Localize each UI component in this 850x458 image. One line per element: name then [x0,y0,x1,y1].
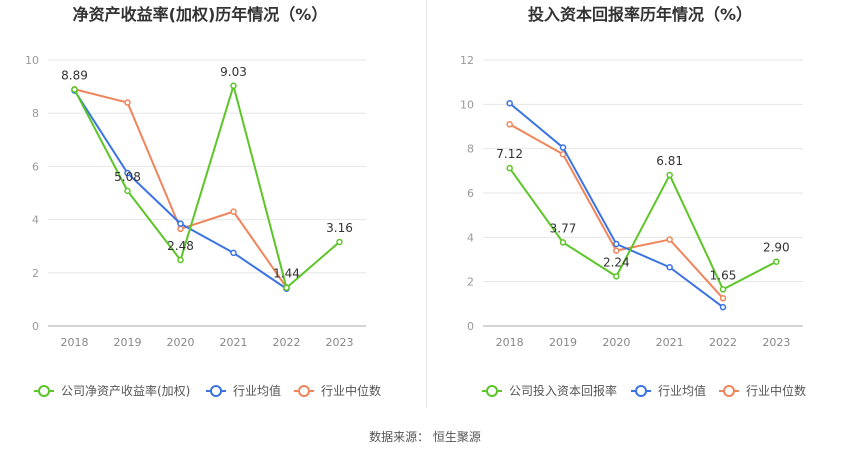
y-tick-label: 10 [25,54,39,67]
legend-label: 行业中位数 [321,383,381,398]
y-tick-label: 2 [467,276,474,289]
data-label: 2.24 [603,255,630,269]
x-tick-label: 2022 [273,336,301,349]
x-tick-label: 2018 [496,336,524,349]
data-point-median [506,121,513,128]
data-point-company [666,171,673,179]
data-label: 2.90 [763,241,790,255]
data-point-company [613,273,620,280]
legend-swatch-marker [210,385,222,397]
chart-title: 净资产收益率(加权)历年情况（%） [73,5,328,24]
data-point-median [719,295,727,302]
data-point-median [177,225,184,233]
legend-label: 公司投入资本回报率 [509,383,617,398]
data-point-avg [613,240,620,248]
data-label: 1.65 [710,268,737,282]
data-point-median [666,236,673,243]
data-point-avg [559,144,567,151]
legend-swatch-marker [723,385,735,397]
data-label: 9.03 [220,65,247,79]
legend-swatch-marker [38,385,50,397]
data-point-avg [506,99,513,107]
y-tick-label: 4 [32,214,39,227]
x-tick-label: 2019 [114,336,142,349]
data-point-avg [124,169,131,177]
data-label: 5.08 [114,170,141,184]
legend-label: 行业均值 [233,383,281,398]
data-point-company [230,82,237,90]
legend-swatch-marker [298,385,310,397]
data-point-avg [666,264,673,271]
data-point-avg [230,249,237,257]
data-point-company [336,238,343,246]
series-line-company [73,84,341,289]
data-label: 6.81 [656,154,683,168]
legend-swatch-marker [486,385,498,397]
y-tick-label: 2 [32,267,39,280]
legend-label: 行业中位数 [746,383,806,398]
y-tick-label: 8 [32,107,39,120]
data-label: 8.89 [61,69,88,83]
x-tick-label: 2019 [549,336,577,349]
data-point-median [613,247,620,254]
y-tick-label: 0 [32,320,39,333]
x-tick-label: 2021 [656,336,684,349]
legend-label: 公司净资产收益率(加权) [61,383,190,398]
chart-title: 投入资本回报率历年情况（%） [528,5,752,24]
x-tick-label: 2021 [220,336,248,349]
data-point-company [559,239,567,246]
data-point-company [773,258,780,265]
data-point-company [124,187,131,195]
data-point-avg [719,303,727,311]
data-label: 7.12 [496,147,523,161]
x-tick-label: 2023 [762,336,790,349]
y-tick-label: 10 [460,98,474,111]
data-point-company [71,86,78,93]
y-tick-label: 0 [467,320,474,333]
data-label: 2.48 [167,239,194,253]
x-tick-label: 2020 [167,336,195,349]
data-point-avg [177,220,184,227]
x-tick-label: 2023 [326,336,354,349]
y-tick-label: 12 [460,54,474,67]
data-label: 3.16 [326,221,353,235]
data-point-company [719,286,727,293]
data-point-company [177,256,184,264]
y-tick-label: 8 [467,143,474,156]
data-point-median [230,208,237,215]
y-tick-label: 6 [467,187,474,200]
data-label: 3.77 [550,221,577,235]
x-tick-label: 2018 [61,336,89,349]
source-note: 数据来源： 恒生聚源 [369,430,481,444]
data-label: 1.44 [273,267,300,281]
x-tick-label: 2022 [709,336,737,349]
legend-swatch-marker [635,385,647,397]
legend-label: 行业均值 [658,383,706,398]
data-point-median [559,150,567,158]
x-tick-label: 2020 [602,336,630,349]
panel-divider [426,0,427,408]
y-tick-label: 4 [467,231,474,244]
y-tick-label: 6 [32,160,39,173]
data-point-company [506,164,513,172]
data-point-median [124,99,131,106]
data-point-company [283,284,290,291]
series-line-company [508,167,777,291]
